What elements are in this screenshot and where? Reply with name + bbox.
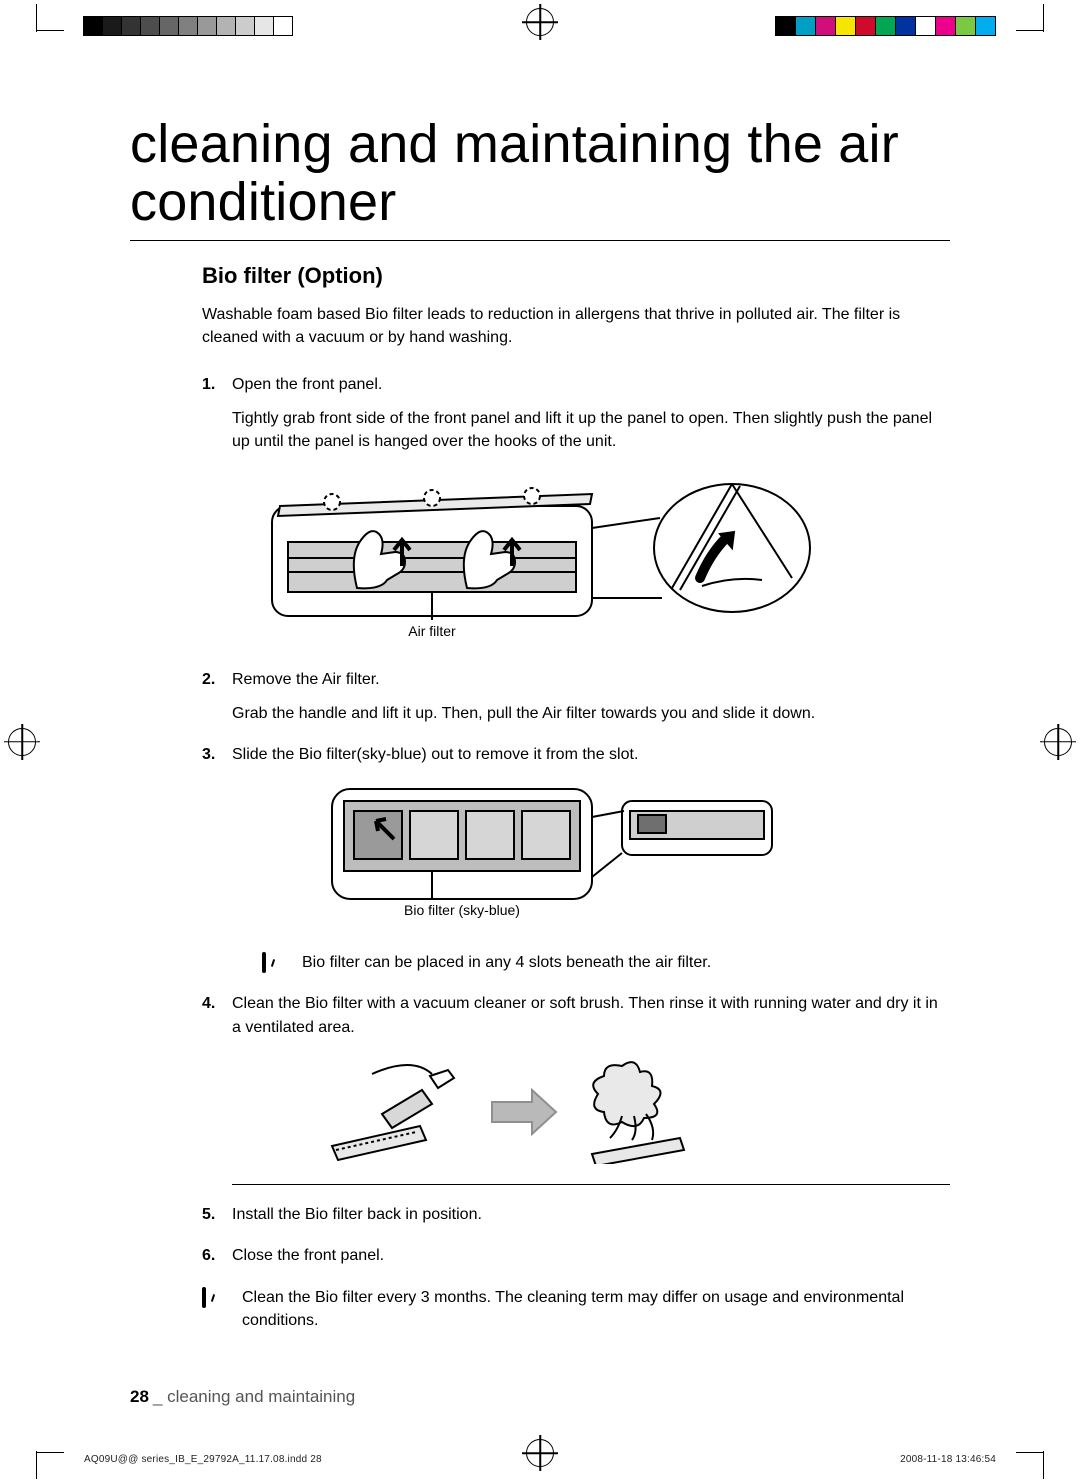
register-mark-left <box>8 728 36 756</box>
crop-mark-bottom-right <box>1004 1439 1044 1479</box>
footer-section: cleaning and maintaining <box>167 1387 355 1406</box>
section-subtitle: Bio filter (Option) <box>202 263 950 289</box>
step-2-title: Remove the Air filter. <box>232 671 380 688</box>
note-slots-text: Bio filter can be placed in any 4 slots … <box>302 951 711 974</box>
page-number: 28 <box>130 1387 149 1406</box>
note-slots: Bio filter can be placed in any 4 slots … <box>262 951 950 974</box>
steps-list: Open the front panel. Tightly grab front… <box>202 373 950 1268</box>
step-6: Close the front panel. <box>202 1244 950 1268</box>
step-2: Remove the Air filter. Grab the handle a… <box>202 668 950 725</box>
separator-after-fig3 <box>232 1184 950 1185</box>
step-1: Open the front panel. Tightly grab front… <box>202 373 950 648</box>
step-5-title: Install the Bio filter back in position. <box>232 1206 482 1223</box>
figure-open-panel: Air filter <box>262 468 950 648</box>
imprint-right: 2008-11-18 13:46:54 <box>900 1454 996 1465</box>
crop-mark-top-left <box>36 4 76 44</box>
step-1-body: Tightly grab front side of the front pan… <box>232 407 950 454</box>
page-title: cleaning and maintaining the air conditi… <box>130 115 950 241</box>
body-column: Bio filter (Option) Washable foam based … <box>130 263 950 1333</box>
step-3-title: Slide the Bio filter(sky-blue) out to re… <box>232 746 638 763</box>
note-icon <box>202 1286 230 1309</box>
note-interval: Clean the Bio filter every 3 months. The… <box>202 1286 950 1332</box>
note-icon <box>262 951 290 974</box>
figure-bio-filter: Bio filter (sky-blue) <box>262 781 950 931</box>
crop-mark-bottom-left <box>36 1439 76 1479</box>
page-footer: 28_ cleaning and maintaining <box>130 1387 355 1407</box>
color-bar <box>776 16 996 36</box>
lead-paragraph: Washable foam based Bio filter leads to … <box>202 303 950 349</box>
step-2-body: Grab the handle and lift it up. Then, pu… <box>232 702 950 726</box>
page: cleaning and maintaining the air conditi… <box>0 0 1080 1483</box>
step-5: Install the Bio filter back in position. <box>202 1203 950 1227</box>
step-3: Slide the Bio filter(sky-blue) out to re… <box>202 743 950 974</box>
note-interval-text: Clean the Bio filter every 3 months. The… <box>242 1286 950 1332</box>
step-6-title: Close the front panel. <box>232 1247 384 1264</box>
imprint-left: AQ09U@@ series_IB_E_29792A_11.17.08.indd… <box>84 1454 322 1465</box>
grayscale-bar <box>84 16 293 36</box>
step-4: Clean the Bio filter with a vacuum clean… <box>202 992 950 1184</box>
figure-1-label: Air filter <box>408 623 456 639</box>
register-mark-right <box>1044 728 1072 756</box>
figure-2-label: Bio filter (sky-blue) <box>404 902 520 918</box>
figure-clean-rinse <box>262 1054 950 1164</box>
register-mark-bottom <box>526 1439 554 1467</box>
crop-mark-top-right <box>1004 4 1044 44</box>
step-4-title: Clean the Bio filter with a vacuum clean… <box>232 995 938 1036</box>
content-area: cleaning and maintaining the air conditi… <box>130 115 950 1340</box>
register-mark-top <box>526 8 554 36</box>
step-1-title: Open the front panel. <box>232 376 382 393</box>
